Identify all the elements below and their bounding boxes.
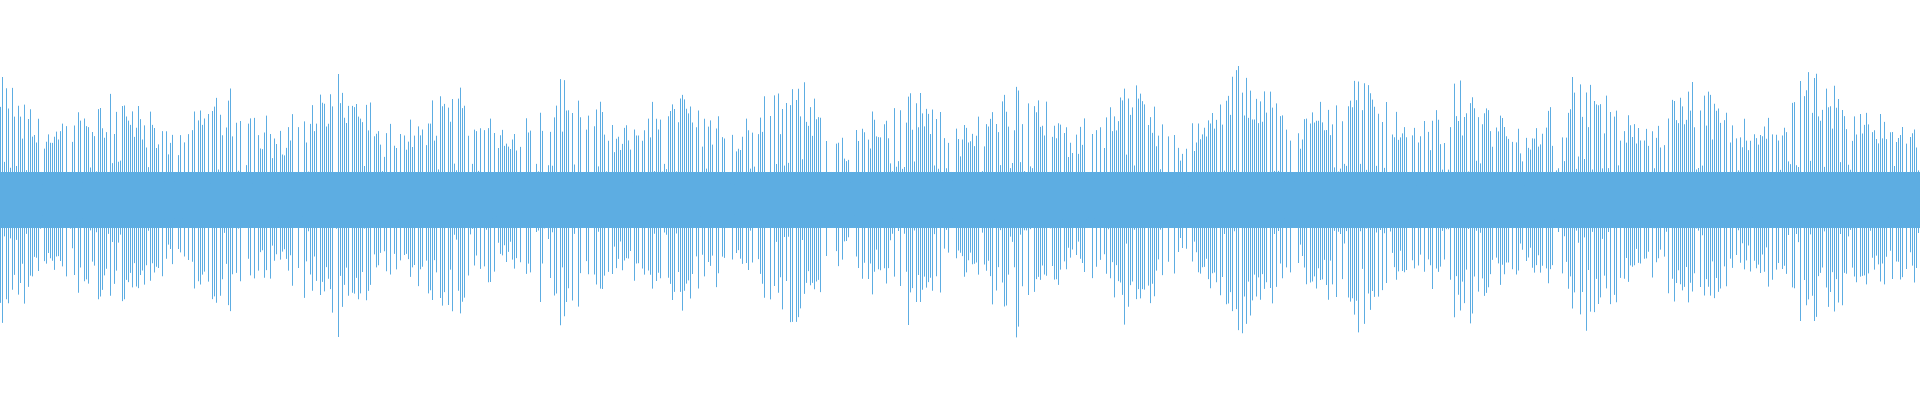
audio-waveform[interactable] [0, 0, 1920, 400]
